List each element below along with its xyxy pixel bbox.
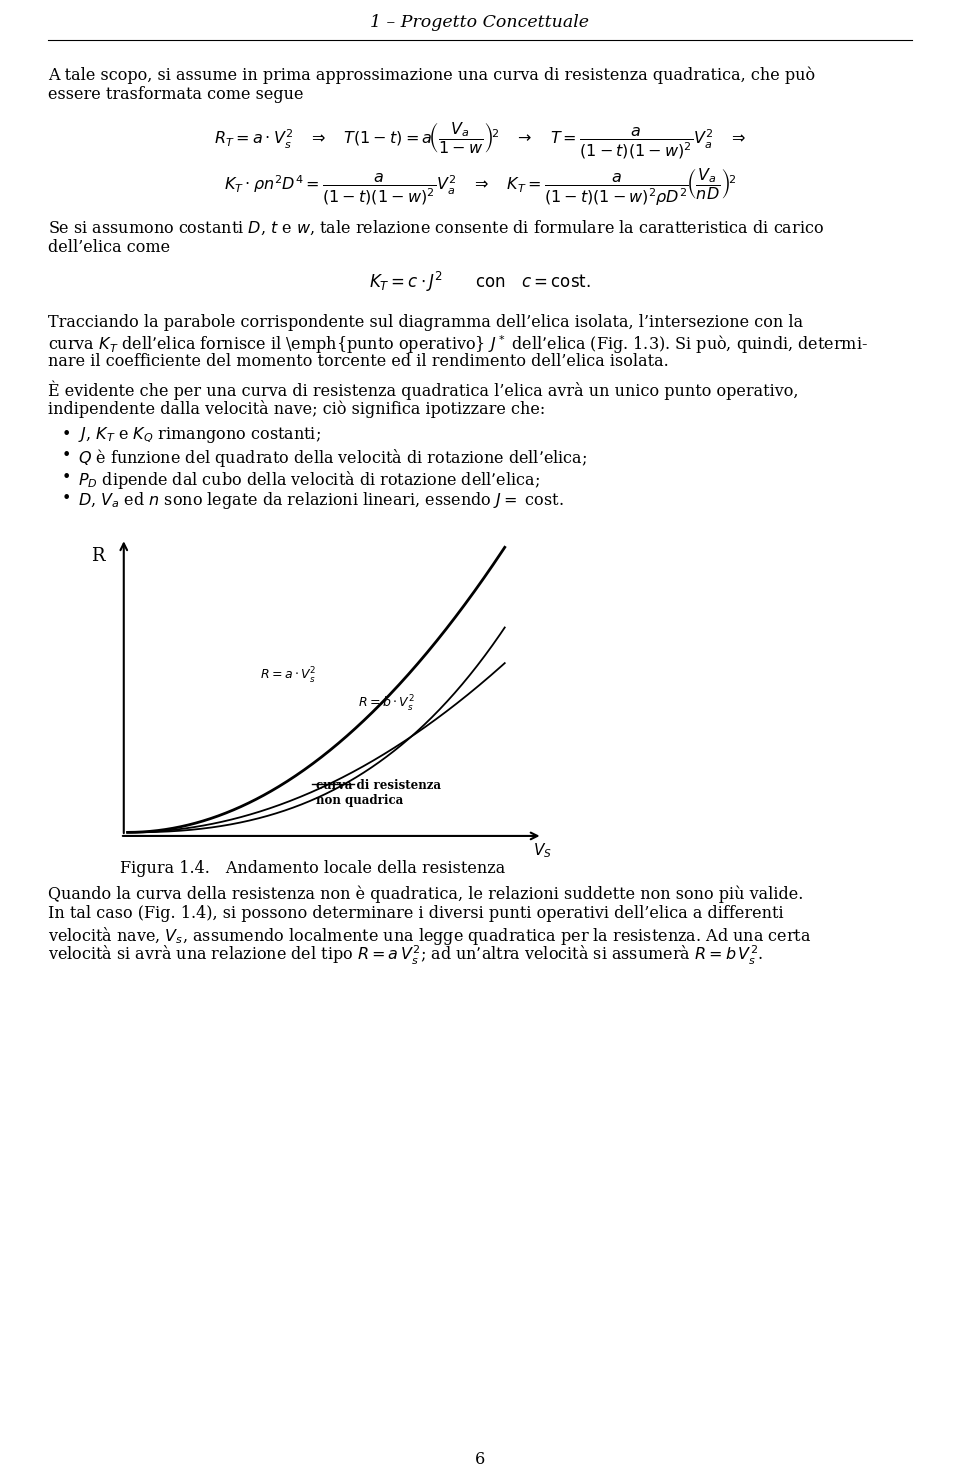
Text: $P_D$ dipende dal cubo della velocità di rotazione dell’elica;: $P_D$ dipende dal cubo della velocità di… — [78, 469, 540, 491]
Text: $R_T = a \cdot V_s^2 \quad \Rightarrow \quad T(1-t) = a\!\left(\dfrac{V_a}{1-w}\: $R_T = a \cdot V_s^2 \quad \Rightarrow \… — [214, 120, 746, 162]
Text: $V_S$: $V_S$ — [533, 840, 552, 859]
Text: •: • — [62, 426, 71, 442]
Text: velocità nave, $V_s$, assumendo localmente una legge quadratica per la resistenz: velocità nave, $V_s$, assumendo localmen… — [48, 924, 811, 946]
Text: $R = b \cdot V_s^2$: $R = b \cdot V_s^2$ — [358, 693, 415, 714]
Text: curva di resistenza
non quadrica: curva di resistenza non quadrica — [316, 779, 442, 806]
Text: R: R — [90, 548, 104, 566]
Text: dell’elica come: dell’elica come — [48, 238, 170, 256]
Text: •: • — [62, 491, 71, 507]
Text: 1 – Progetto Concettuale: 1 – Progetto Concettuale — [371, 13, 589, 31]
Text: Figura 1.4. Andamento locale della resistenza: Figura 1.4. Andamento locale della resis… — [120, 859, 505, 877]
Text: •: • — [62, 447, 71, 464]
Text: $K_T = c \cdot J^2 \qquad \mathrm{con} \quad c = \mathrm{cost.}$: $K_T = c \cdot J^2 \qquad \mathrm{con} \… — [369, 270, 591, 294]
Text: $R = a \cdot V_s^2$: $R = a \cdot V_s^2$ — [259, 665, 316, 686]
Text: In tal caso (Fig. 1.4), si possono determinare i diversi punti operativi dell’el: In tal caso (Fig. 1.4), si possono deter… — [48, 905, 783, 923]
Text: •: • — [62, 469, 71, 485]
Text: È evidente che per una curva di resistenza quadratica l’elica avrà un unico punt: È evidente che per una curva di resisten… — [48, 380, 799, 400]
Text: $Q$ è funzione del quadrato della velocità di rotazione dell’elica;: $Q$ è funzione del quadrato della veloci… — [78, 447, 588, 469]
Text: Quando la curva della resistenza non è quadratica, le relazioni suddette non son: Quando la curva della resistenza non è q… — [48, 886, 804, 903]
Text: indipendente dalla velocità nave; ciò significa ipotizzare che:: indipendente dalla velocità nave; ciò si… — [48, 400, 545, 419]
Text: Se si assumono costanti $D$, $t$ e $w$, tale relazione consente di formulare la : Se si assumono costanti $D$, $t$ e $w$, … — [48, 219, 824, 238]
Text: velocità si avrà una relazione del tipo $R = a\,V_s^2$; ad un’altra velocità si : velocità si avrà una relazione del tipo … — [48, 945, 763, 967]
Text: $J$, $K_T$ e $K_Q$ rimangono costanti;: $J$, $K_T$ e $K_Q$ rimangono costanti; — [78, 426, 321, 445]
Text: A tale scopo, si assume in prima approssimazione una curva di resistenza quadrat: A tale scopo, si assume in prima appross… — [48, 66, 815, 84]
Text: nare il coefficiente del momento torcente ed il rendimento dell’elica isolata.: nare il coefficiente del momento torcent… — [48, 353, 669, 370]
Text: essere trasformata come segue: essere trasformata come segue — [48, 85, 303, 103]
Text: $K_T \cdot \rho n^2 D^4 = \dfrac{a}{(1-t)(1-w)^2}V_a^2 \quad \Rightarrow \quad K: $K_T \cdot \rho n^2 D^4 = \dfrac{a}{(1-t… — [224, 167, 736, 209]
Text: Tracciando la parabole corrispondente sul diagramma dell’elica isolata, l’inters: Tracciando la parabole corrispondente su… — [48, 314, 804, 331]
Text: 6: 6 — [475, 1451, 485, 1468]
Text: curva $K_T$ dell’elica fornisce il \emph{punto operativo} $J^*$ dell’elica (Fig.: curva $K_T$ dell’elica fornisce il \emph… — [48, 333, 868, 355]
Text: $D$, $V_a$ ed $n$ sono legate da relazioni lineari, essendo $J =$ cost.: $D$, $V_a$ ed $n$ sono legate da relazio… — [78, 491, 564, 511]
